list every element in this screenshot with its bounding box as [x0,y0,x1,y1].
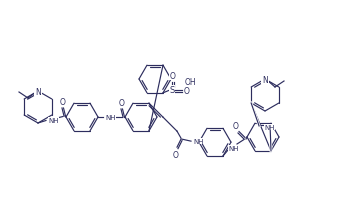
Text: OH: OH [185,78,197,87]
Text: O: O [170,72,175,80]
Text: O: O [119,99,125,107]
Text: NH: NH [228,145,239,151]
Text: O: O [184,86,190,95]
Text: N: N [35,87,41,96]
Text: NH: NH [264,124,274,130]
Text: O: O [173,150,179,159]
Text: O: O [60,98,65,106]
Text: NH: NH [48,117,59,123]
Text: N: N [262,75,268,84]
Text: S: S [169,86,175,95]
Text: NH: NH [105,115,115,120]
Text: NH: NH [193,138,203,144]
Text: O: O [233,121,239,130]
